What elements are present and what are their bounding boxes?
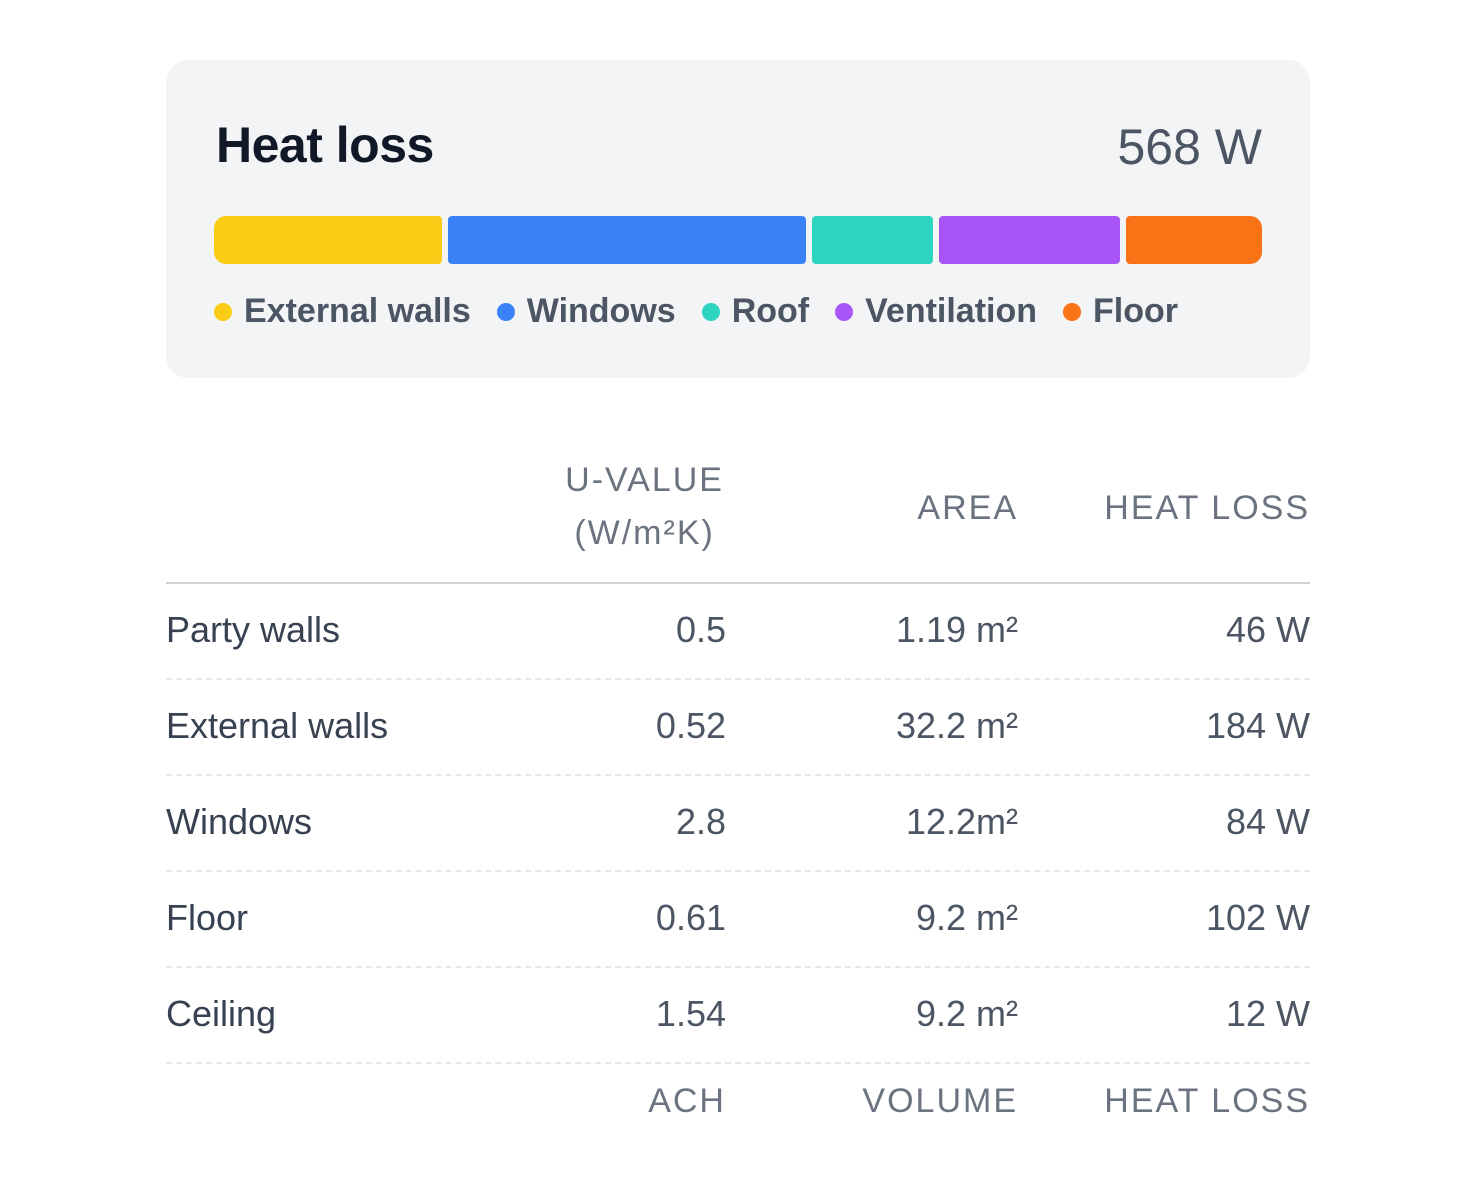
row-area: 9.2 m²: [915, 993, 1018, 1034]
row-heat-loss: 102 W: [1205, 897, 1310, 938]
bar-segment-roof: [812, 216, 934, 264]
row-u-value: 2.8: [675, 801, 726, 842]
column-header-area: AREA: [917, 489, 1018, 527]
table-row: Party walls 0.5 1.19 m² 46 W: [166, 584, 1310, 680]
bar-segment-external-walls: [214, 216, 442, 264]
column-header-ach: ACH: [648, 1082, 726, 1120]
row-heat-loss: 12 W: [1225, 993, 1310, 1034]
bar-segment-floor: [1125, 216, 1262, 264]
legend-item-windows: Windows: [496, 292, 676, 331]
heat-loss-table: U-VALUE (W/m²K) AREA HEAT LOSS Party wal…: [166, 440, 1310, 1154]
legend-label: Ventilation: [865, 292, 1038, 330]
row-area: 32.2 m²: [895, 705, 1018, 746]
legend-item-ventilation: Ventilation: [835, 292, 1037, 331]
row-name: External walls: [166, 705, 389, 746]
row-u-value: 0.61: [655, 897, 726, 938]
table-row: Ceiling 1.54 9.2 m² 12 W: [166, 968, 1310, 1064]
legend-dot-icon: [214, 302, 232, 321]
summary-title: Heat loss: [216, 117, 434, 173]
legend-item-floor: Floor: [1063, 292, 1178, 331]
row-name: Windows: [166, 801, 313, 842]
table-row: Floor 0.61 9.2 m² 102 W: [166, 872, 1310, 968]
row-name: Floor: [166, 897, 249, 938]
row-u-value: 1.54: [655, 993, 726, 1034]
column-header-u-value: U-VALUE (W/m²K): [565, 454, 724, 559]
row-heat-loss: 84 W: [1225, 801, 1310, 842]
table-row: External walls 0.52 32.2 m² 184 W: [166, 680, 1310, 776]
row-u-value: 0.52: [655, 705, 726, 746]
row-name: Ceiling: [166, 993, 277, 1034]
column-header-volume: VOLUME: [862, 1082, 1018, 1120]
column-header-u-value-line1: U-VALUE: [565, 461, 724, 499]
ventilation-header: ACH VOLUME HEAT LOSS: [166, 1064, 1310, 1154]
legend-label: External walls: [244, 292, 471, 330]
row-heat-loss: 184 W: [1205, 705, 1310, 746]
legend-dot-icon: [835, 302, 854, 321]
summary-total: 568 W: [1117, 119, 1262, 175]
legend-dot-icon: [496, 302, 515, 321]
row-u-value: 0.5: [675, 609, 726, 650]
bar-segment-windows: [447, 216, 807, 264]
column-header-u-value-line2: (W/m²K): [574, 513, 715, 552]
legend-dot-icon: [1063, 302, 1082, 321]
legend-label: Windows: [526, 292, 676, 330]
column-header-heat-loss-ventilation: HEAT LOSS: [1104, 1082, 1310, 1120]
legend-label: Roof: [731, 292, 810, 330]
row-name: Party walls: [166, 609, 341, 650]
row-area: 9.2 m²: [915, 897, 1018, 938]
table-header: U-VALUE (W/m²K) AREA HEAT LOSS: [166, 440, 1310, 584]
legend-label: Floor: [1093, 292, 1179, 330]
bar-segment-ventilation: [939, 216, 1120, 264]
legend-dot-icon: [701, 302, 720, 321]
legend-item-roof: Roof: [701, 292, 810, 331]
column-header-heat-loss: HEAT LOSS: [1104, 489, 1310, 527]
heat-loss-summary-card: Heat loss 568 W External walls Windows R…: [166, 60, 1310, 378]
heat-loss-stacked-bar: [214, 216, 1262, 264]
row-heat-loss: 46 W: [1225, 609, 1310, 650]
legend-item-external-walls: External walls: [214, 292, 471, 331]
row-area: 12.2m²: [905, 801, 1018, 842]
table-row: Windows 2.8 12.2m² 84 W: [166, 776, 1310, 872]
legend: External walls Windows Roof Ventilation …: [214, 292, 1178, 331]
row-area: 1.19 m²: [895, 609, 1018, 650]
